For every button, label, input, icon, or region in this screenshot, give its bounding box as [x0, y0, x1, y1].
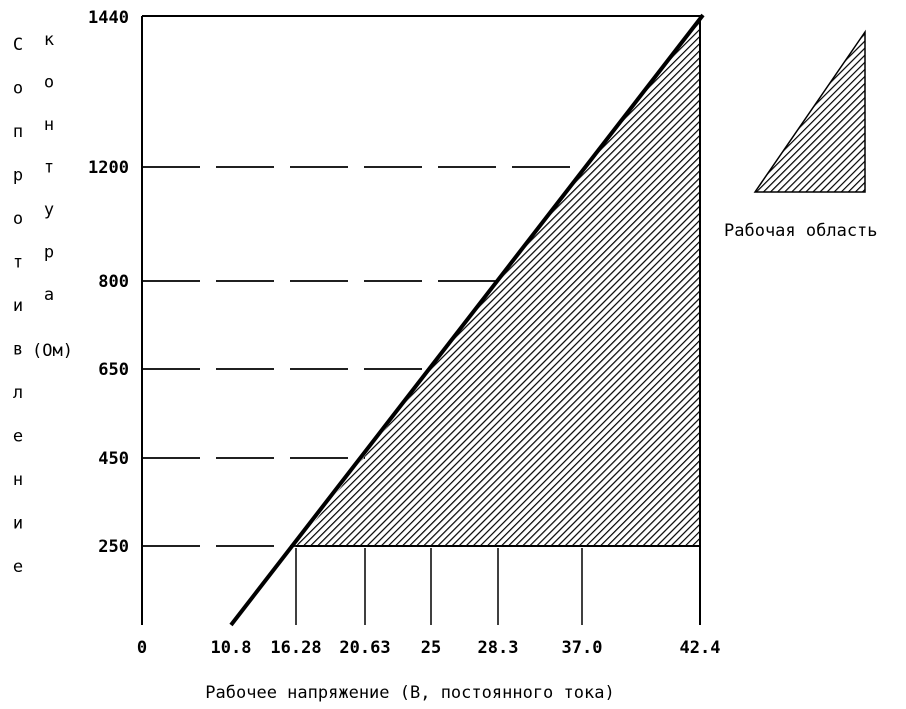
- x-tick-label: 37.0: [562, 638, 603, 658]
- y-label-letter: т: [13, 253, 23, 273]
- y-label-letter: о: [13, 79, 23, 99]
- y-label-letter: о: [44, 73, 54, 93]
- y-label-letter: н: [13, 470, 23, 490]
- horizontal-gridlines: [142, 166, 582, 547]
- y-axis-unit: (Ом): [32, 341, 73, 361]
- x-tick-label: 20.63: [339, 638, 390, 658]
- y-tick-label: 250: [98, 537, 129, 557]
- y-tick-label: 800: [98, 272, 129, 292]
- y-label-letter: к: [44, 30, 54, 50]
- x-tick-label: 16.28: [270, 638, 321, 658]
- legend-swatch: [753, 29, 866, 193]
- x-tick-label: 28.3: [478, 638, 519, 658]
- x-tick-label: 0: [137, 638, 147, 658]
- y-label-letter: С: [13, 35, 23, 55]
- y-label-letter: л: [13, 383, 23, 403]
- y-label-letter: и: [13, 296, 23, 316]
- y-tick-label: 650: [98, 360, 129, 380]
- y-label-letter: е: [13, 427, 23, 447]
- legend: Рабочая область: [724, 29, 878, 241]
- y-label-letter: п: [13, 122, 23, 142]
- x-tick-label: 25: [421, 638, 441, 658]
- y-axis-label-col2: к о н т у р а: [44, 30, 54, 305]
- legend-label: Рабочая область: [724, 221, 878, 241]
- y-label-letter: т: [44, 158, 54, 178]
- boundary-line: [229, 13, 705, 627]
- y-tick-label: 1200: [88, 158, 129, 178]
- y-label-letter: р: [44, 243, 54, 263]
- y-label-letter: у: [44, 200, 54, 220]
- y-tick-labels: 1440 1200 800 650 450 250: [88, 8, 129, 557]
- x-tick-label: 42.4: [680, 638, 721, 658]
- y-label-letter: е: [13, 557, 23, 577]
- y-label-letter: о: [13, 209, 23, 229]
- y-label-letter: а: [44, 285, 54, 305]
- y-label-letter: р: [13, 166, 23, 186]
- y-tick-label: 450: [98, 449, 129, 469]
- y-label-letter: в: [13, 340, 23, 360]
- vertical-gridlines: [295, 548, 701, 625]
- y-label-letter: и: [13, 514, 23, 534]
- x-tick-label: 10.8: [211, 638, 252, 658]
- x-tick-labels: 0 10.8 16.28 20.63 25 28.3 37.0 42.4: [137, 638, 721, 658]
- y-axis-label-col1: Со п р о т и в л е н и е: [13, 35, 23, 577]
- y-tick-label: 1440: [88, 8, 129, 28]
- y-label-letter: н: [44, 115, 54, 135]
- x-axis-label: Рабочее напряжение (В, постоянного тока): [205, 683, 614, 703]
